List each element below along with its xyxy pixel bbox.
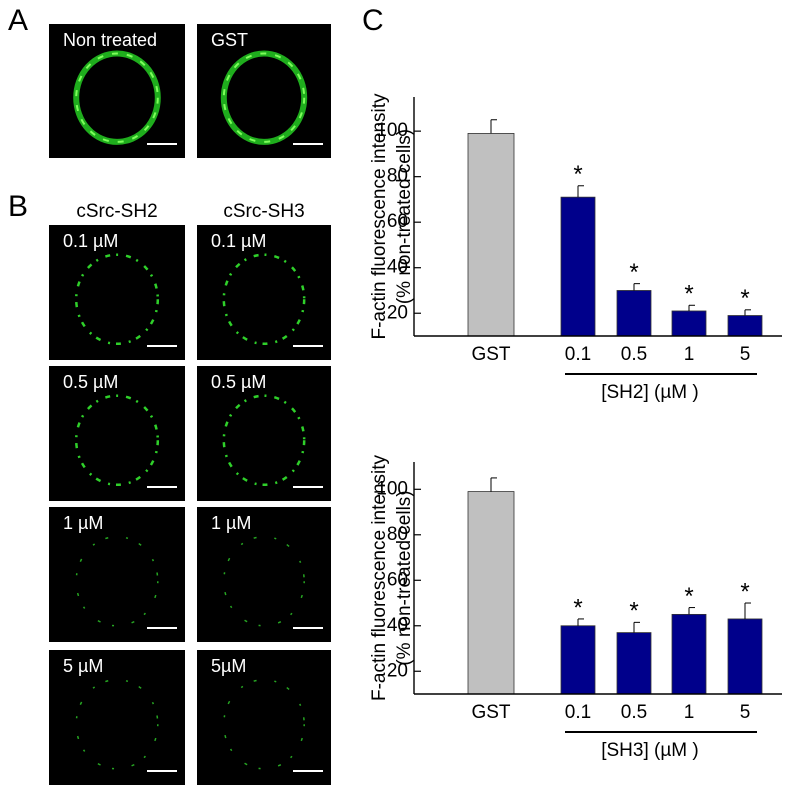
- x-tick-label: 5: [740, 344, 751, 365]
- x-tick-label: 0.5: [621, 702, 647, 723]
- x-tick-label: 0.5: [621, 344, 647, 365]
- column-header: cSrc-SH2: [76, 201, 157, 222]
- y-axis-label: F-actin fluorescence intensity: [369, 93, 390, 340]
- x-tick-label: GST: [471, 702, 510, 723]
- micrograph: [49, 225, 185, 360]
- micrograph: [49, 24, 185, 158]
- micrograph: [49, 366, 185, 501]
- bar: [467, 491, 515, 695]
- significance-label: *: [684, 583, 693, 610]
- panel-label: B: [8, 190, 28, 223]
- cell-ring: [223, 535, 305, 627]
- x-tick-label: 5: [740, 702, 751, 723]
- micrograph: [197, 366, 331, 501]
- image-label: GST: [211, 30, 248, 50]
- x-tick-label: 0.1: [565, 702, 591, 723]
- cell-ring: [222, 253, 306, 346]
- micrograph: [49, 650, 185, 785]
- image-label: 0.5 µM: [211, 372, 266, 392]
- cell-ring: [222, 52, 306, 143]
- significance-label: *: [629, 598, 638, 625]
- image-label: 0.1 µM: [211, 231, 266, 251]
- image-label: 0.5 µM: [63, 372, 118, 392]
- y-tick-label: 100: [376, 478, 408, 499]
- y-tick-label: 80: [387, 166, 408, 187]
- image-label: 0.1 µM: [63, 231, 118, 251]
- cell-ring: [222, 394, 306, 487]
- group-label: [SH3] (µM ): [601, 740, 699, 761]
- cell-ring: [75, 52, 159, 143]
- cell-ring: [74, 253, 160, 346]
- image-label: Non treated: [63, 30, 157, 50]
- significance-label: *: [740, 285, 749, 312]
- bar: [616, 632, 652, 695]
- micrograph: [197, 507, 331, 642]
- significance-label: *: [629, 259, 638, 286]
- y-tick-label: 40: [387, 257, 408, 278]
- bar: [467, 133, 515, 337]
- bar: [616, 290, 652, 337]
- y-tick-label: 80: [387, 524, 408, 545]
- panel-label: A: [8, 4, 28, 37]
- cell-ring: [223, 678, 305, 770]
- image-label: 1 µM: [211, 513, 251, 533]
- significance-label: *: [573, 161, 582, 188]
- y-tick-label: 60: [387, 569, 408, 590]
- bar: [560, 196, 596, 337]
- bar: [671, 310, 707, 337]
- column-header: cSrc-SH3: [223, 201, 304, 222]
- micrograph: [197, 24, 331, 158]
- x-tick-label: 1: [684, 344, 695, 365]
- image-label: 5 µM: [63, 656, 103, 676]
- micrograph: [197, 650, 331, 785]
- y-axis-label: (% non-treated cells): [394, 129, 415, 304]
- significance-label: *: [573, 594, 582, 621]
- y-tick-label: 20: [387, 302, 408, 323]
- y-tick-label: 100: [376, 120, 408, 141]
- y-tick-label: 60: [387, 211, 408, 232]
- micrograph: [197, 225, 331, 360]
- x-tick-label: GST: [471, 344, 510, 365]
- cell-ring: [74, 394, 160, 487]
- image-label: 1 µM: [63, 513, 103, 533]
- group-label: [SH2] (µM ): [601, 382, 699, 403]
- bar: [727, 618, 763, 695]
- x-tick-label: 0.1: [565, 344, 591, 365]
- y-tick-label: 40: [387, 615, 408, 636]
- y-axis-label: (% non-treated cells): [394, 490, 415, 665]
- y-tick-label: 20: [387, 660, 408, 681]
- bar: [671, 613, 707, 695]
- y-axis-label: F-actin fluorescence intensity: [369, 454, 390, 701]
- significance-label: *: [684, 281, 693, 308]
- x-tick-label: 1: [684, 702, 695, 723]
- cell-ring: [75, 535, 159, 627]
- significance-label: *: [740, 578, 749, 605]
- panel-label: C: [362, 4, 384, 37]
- bar: [727, 315, 763, 337]
- bar: [560, 625, 596, 695]
- micrograph: [49, 507, 185, 642]
- cell-ring: [75, 678, 159, 770]
- image-label: 5µM: [211, 656, 246, 676]
